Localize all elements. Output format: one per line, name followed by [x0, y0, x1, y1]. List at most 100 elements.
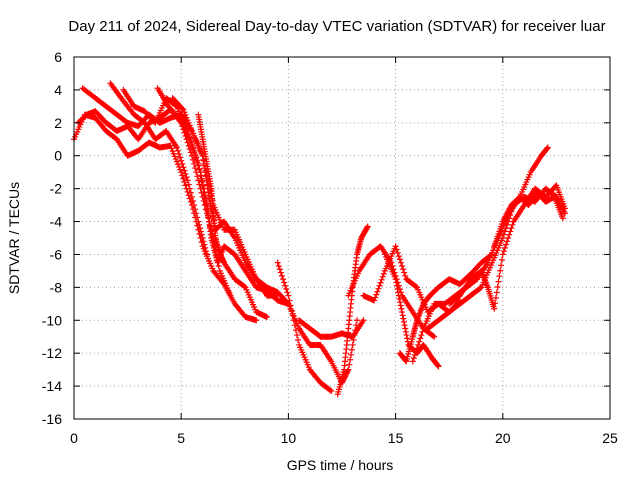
data-point	[376, 282, 383, 289]
data-point	[343, 370, 350, 377]
data-point	[393, 282, 400, 289]
y-axis-label: SDTVAR / TECUs	[6, 182, 22, 294]
data-point	[395, 289, 402, 296]
series-sat-track-4	[107, 80, 210, 258]
data-point	[185, 181, 192, 188]
data-point	[497, 267, 504, 274]
data-point	[415, 341, 422, 348]
data-point	[402, 325, 409, 332]
data-point	[380, 270, 387, 277]
data-point	[349, 341, 356, 348]
data-point	[173, 158, 180, 165]
data-point	[278, 272, 285, 279]
y-tick-label: 6	[54, 49, 62, 65]
data-point	[503, 241, 510, 248]
data-point	[179, 172, 186, 179]
series-sat-track-19	[446, 182, 568, 312]
data-point	[397, 259, 404, 266]
data-point	[498, 262, 505, 269]
x-tick-label: 25	[602, 430, 618, 446]
data-point	[295, 337, 302, 344]
data-point	[396, 295, 403, 302]
data-point	[184, 177, 191, 184]
data-point	[285, 292, 292, 299]
data-point	[184, 117, 191, 124]
data-point	[504, 221, 511, 228]
data-point	[188, 127, 195, 134]
data-point	[253, 317, 260, 324]
chart-title: Day 211 of 2024, Sidereal Day-to-day VTE…	[68, 18, 605, 35]
data-point	[508, 225, 515, 232]
series-sat-track-13	[345, 243, 438, 340]
data-point	[189, 146, 196, 153]
data-point	[399, 309, 406, 316]
data-point	[495, 278, 502, 285]
data-point	[200, 182, 207, 189]
data-point	[174, 113, 181, 120]
data-point	[178, 157, 185, 164]
data-point	[171, 153, 178, 160]
data-point	[182, 170, 189, 177]
y-tick-label: 2	[54, 115, 62, 131]
data-point	[507, 228, 514, 235]
data-point	[430, 332, 437, 339]
y-tick-label: -10	[42, 312, 62, 328]
data-point	[169, 148, 176, 155]
data-point	[396, 256, 403, 263]
data-point	[328, 388, 335, 395]
data-point	[509, 221, 516, 228]
data-point	[193, 156, 200, 163]
data-point	[293, 332, 300, 339]
data-point	[182, 111, 189, 118]
data-point	[501, 244, 508, 251]
data-point	[192, 165, 199, 172]
data-point	[187, 125, 194, 132]
data-point	[203, 177, 210, 184]
data-point	[327, 387, 334, 394]
data-point	[183, 174, 190, 181]
data-point	[371, 297, 378, 304]
data-point	[544, 144, 551, 151]
data-point	[178, 169, 185, 176]
data-point	[435, 363, 442, 370]
data-point	[394, 286, 401, 293]
data-point	[200, 238, 207, 245]
data-point	[393, 279, 400, 286]
data-point	[379, 273, 386, 280]
data-point	[201, 241, 208, 248]
data-point	[197, 225, 204, 232]
data-point	[192, 152, 199, 159]
data-point	[410, 355, 417, 362]
data-point	[505, 235, 512, 241]
data-point	[399, 262, 406, 269]
data-point	[192, 206, 199, 213]
data-point	[179, 105, 186, 112]
data-point	[399, 312, 406, 319]
data-point	[191, 202, 198, 209]
data-point	[193, 210, 200, 217]
data-point	[186, 136, 193, 143]
data-point	[392, 243, 399, 250]
data-point	[280, 276, 287, 283]
data-point	[170, 150, 177, 157]
series-sat-track-10	[285, 300, 361, 386]
data-point	[202, 195, 209, 202]
y-tick-label: 0	[54, 148, 62, 164]
data-point	[188, 193, 195, 200]
data-point	[500, 248, 507, 255]
data-point	[561, 205, 568, 212]
data-point	[506, 231, 513, 238]
data-point	[194, 214, 201, 221]
series-sat-track-20	[491, 188, 566, 250]
data-point	[201, 192, 208, 199]
data-point	[186, 185, 193, 192]
data-point	[414, 345, 421, 352]
data-point	[412, 283, 419, 290]
data-point	[181, 167, 188, 174]
data-point	[417, 335, 424, 342]
data-point	[196, 165, 203, 172]
x-tick-label: 20	[495, 430, 511, 446]
data-point	[187, 139, 194, 146]
data-point	[194, 159, 201, 166]
